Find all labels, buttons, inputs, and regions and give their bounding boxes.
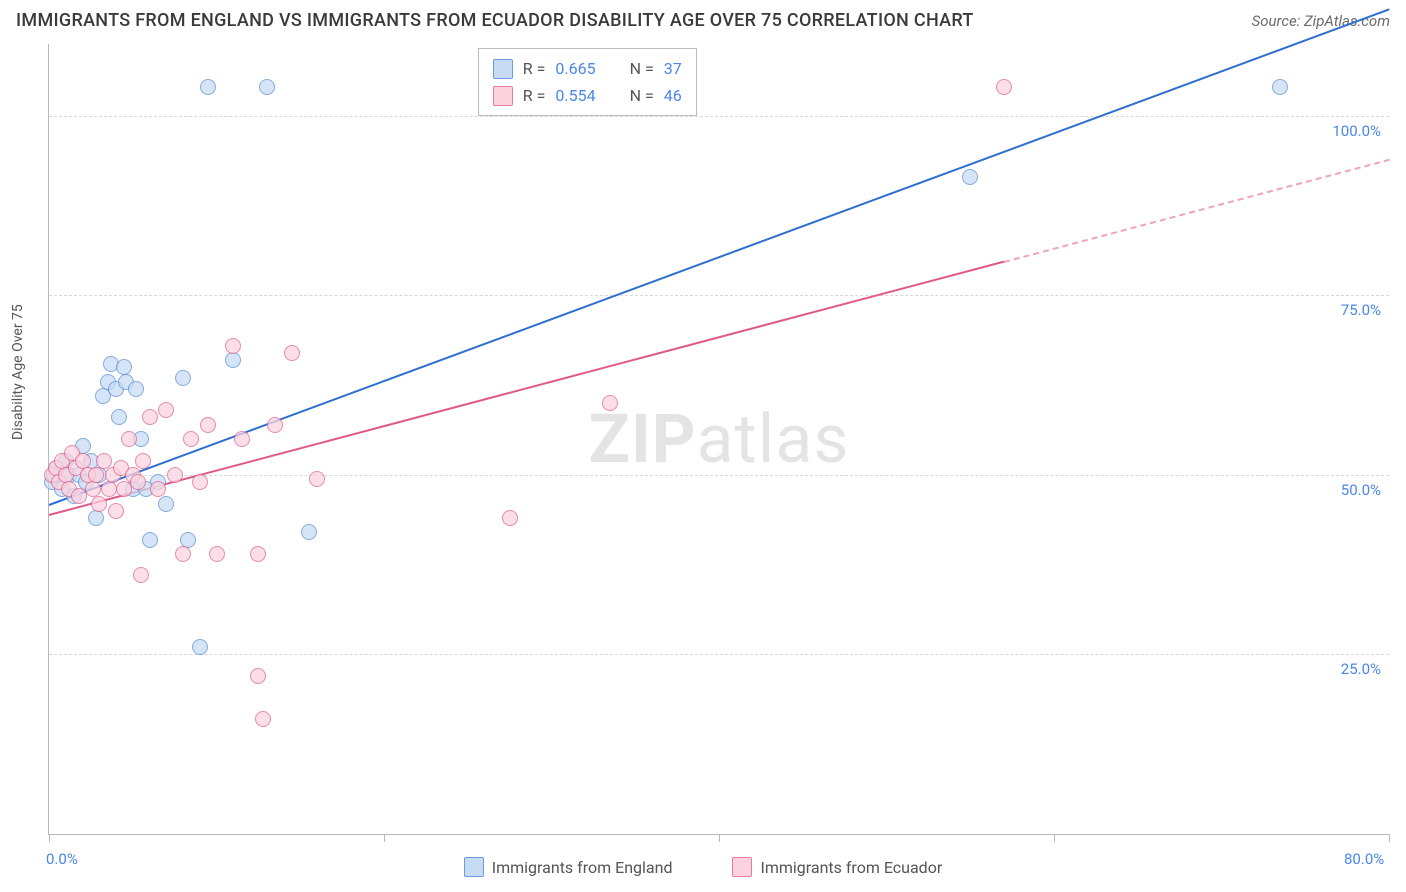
y-tick-label: 25.0% — [1341, 660, 1381, 678]
data-point — [135, 453, 151, 469]
n-label: N = — [630, 82, 654, 109]
legend-swatch — [493, 59, 513, 79]
r-value: 0.554 — [555, 82, 595, 109]
trend-line — [49, 8, 1390, 505]
chart-container: IMMIGRANTS FROM ENGLAND VS IMMIGRANTS FR… — [0, 0, 1406, 892]
legend-swatch — [732, 857, 752, 877]
watermark: ZIPatlas — [589, 399, 850, 479]
data-point — [150, 481, 166, 497]
n-value: 37 — [664, 55, 682, 82]
data-point — [142, 532, 158, 548]
y-tick-label: 75.0% — [1341, 301, 1381, 319]
legend-label: Immigrants from Ecuador — [760, 858, 942, 877]
gridline — [49, 116, 1389, 117]
data-point — [108, 503, 124, 519]
x-tick — [719, 834, 720, 842]
data-point — [192, 474, 208, 490]
data-point — [183, 431, 199, 447]
data-point — [111, 409, 127, 425]
legend-row: R = 0.665 N = 37 — [493, 55, 682, 82]
data-point — [142, 409, 158, 425]
data-point — [962, 169, 978, 185]
legend-item: Immigrants from Ecuador — [732, 848, 942, 886]
legend-label: Immigrants from England — [492, 858, 673, 877]
data-point — [259, 79, 275, 95]
data-point — [175, 546, 191, 562]
data-point — [250, 668, 266, 684]
n-label: N = — [630, 55, 654, 82]
data-point — [209, 546, 225, 562]
x-tick — [384, 834, 385, 842]
data-point — [130, 474, 146, 490]
y-axis-label: Disability Age Over 75 — [10, 304, 26, 440]
n-value: 46 — [664, 82, 682, 109]
chart-title: IMMIGRANTS FROM ENGLAND VS IMMIGRANTS FR… — [16, 10, 974, 31]
data-point — [200, 79, 216, 95]
correlation-legend: R = 0.665 N = 37 R = 0.554 N = 46 — [478, 48, 697, 116]
data-point — [309, 471, 325, 487]
data-point — [121, 431, 137, 447]
legend-swatch — [493, 86, 513, 106]
trend-line — [1003, 159, 1389, 263]
watermark-atlas: atlas — [697, 399, 850, 479]
r-value: 0.665 — [555, 55, 595, 82]
data-point — [234, 431, 250, 447]
data-point — [284, 345, 300, 361]
gridline — [49, 654, 1389, 655]
data-point — [200, 417, 216, 433]
data-point — [225, 352, 241, 368]
plot-area: ZIPatlas 25.0% 50.0% 75.0% 100.0% R = 0.665 N … — [48, 44, 1389, 835]
data-point — [167, 467, 183, 483]
data-point — [88, 510, 104, 526]
legend-item: Immigrants from England — [464, 848, 673, 886]
data-point — [158, 496, 174, 512]
data-point — [128, 381, 144, 397]
data-point — [101, 481, 117, 497]
data-point — [250, 546, 266, 562]
data-point — [175, 370, 191, 386]
bottom-legend: Immigrants from England Immigrants from E… — [0, 848, 1406, 886]
data-point — [1272, 79, 1288, 95]
gridline — [49, 295, 1389, 296]
chart-header: IMMIGRANTS FROM ENGLAND VS IMMIGRANTS FR… — [16, 10, 1390, 31]
x-tick — [49, 834, 50, 842]
data-point — [91, 496, 107, 512]
data-point — [996, 79, 1012, 95]
r-label: R = — [523, 55, 546, 82]
legend-swatch — [464, 857, 484, 877]
y-tick-label: 50.0% — [1341, 481, 1381, 499]
data-point — [502, 510, 518, 526]
x-tick — [1054, 834, 1055, 842]
data-point — [192, 639, 208, 655]
data-point — [255, 711, 271, 727]
r-label: R = — [523, 82, 546, 109]
legend-row: R = 0.554 N = 46 — [493, 82, 682, 109]
y-tick-label: 100.0% — [1332, 122, 1381, 140]
data-point — [225, 338, 241, 354]
data-point — [267, 417, 283, 433]
data-point — [158, 402, 174, 418]
data-point — [88, 467, 104, 483]
gridline — [49, 475, 1389, 476]
watermark-zip: ZIP — [589, 399, 697, 479]
data-point — [301, 524, 317, 540]
data-point — [133, 567, 149, 583]
data-point — [602, 395, 618, 411]
x-tick — [1389, 834, 1390, 842]
